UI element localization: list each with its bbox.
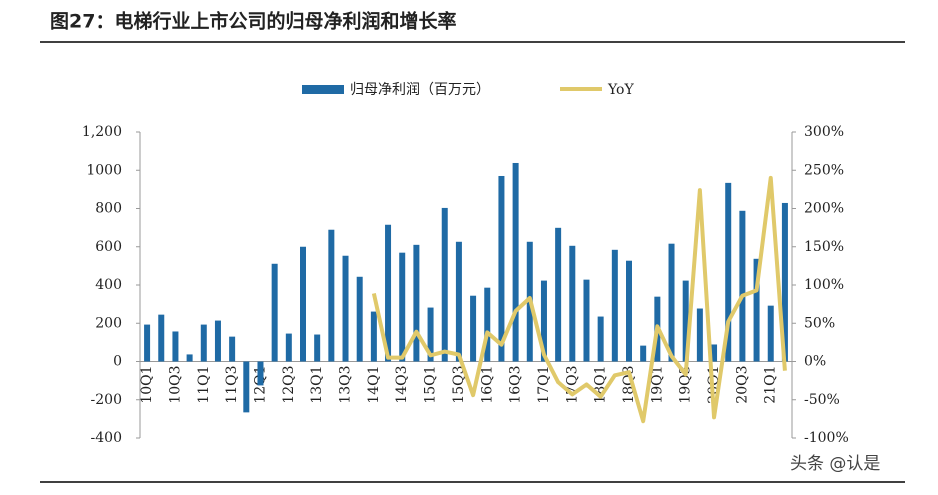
bar [285, 333, 292, 362]
bar [498, 175, 505, 362]
x-tick-label: 17Q3 [564, 366, 580, 404]
y-tick-label: 400 [95, 277, 122, 293]
bar [441, 207, 448, 362]
bar [271, 263, 278, 362]
x-tick-label: 13Q1 [309, 366, 325, 404]
bar [484, 287, 491, 362]
x-tick-label: 15Q1 [423, 366, 439, 404]
bar [753, 258, 760, 362]
y-tick-label: 200 [95, 315, 122, 331]
bar [413, 244, 420, 362]
bar [370, 311, 377, 362]
x-tick-label: 20Q3 [734, 366, 750, 404]
bar [158, 314, 165, 362]
y-tick-label: -200 [91, 392, 122, 408]
bar [314, 334, 321, 362]
bar [427, 307, 434, 362]
y2-tick-label: 50% [804, 315, 835, 331]
x-tick-label: 21Q1 [763, 366, 779, 404]
line [371, 175, 787, 424]
y2-tick-label: -50% [804, 392, 840, 408]
x-tick-label: 15Q3 [451, 366, 467, 404]
x-tick-label: 17Q1 [536, 366, 552, 404]
x-tick-label: 19Q3 [678, 366, 694, 404]
y2-tick-label: -100% [804, 430, 849, 446]
bar [186, 354, 193, 362]
x-tick-label: 10Q3 [167, 366, 183, 404]
bar [470, 295, 477, 362]
bar [455, 241, 462, 362]
x-tick-label: 13Q3 [338, 366, 354, 404]
bar [328, 229, 335, 362]
y-tick-label: -400 [91, 430, 122, 446]
x-tick-label: 14Q1 [366, 366, 382, 404]
bar [200, 324, 207, 362]
bar [781, 202, 788, 362]
x-tick-label: 14Q3 [394, 366, 410, 404]
bar [356, 276, 363, 362]
bar [682, 280, 689, 362]
bar [640, 345, 647, 362]
watermark: 头条 @认是 [790, 454, 880, 474]
y-tick-label: 1000 [86, 162, 122, 178]
bar [144, 324, 151, 362]
bar [739, 210, 746, 362]
bar [725, 182, 732, 362]
bar [243, 361, 250, 413]
y-tick-label: 600 [95, 239, 122, 255]
legend-label: YoY [607, 82, 634, 98]
bar [214, 320, 221, 362]
x-tick-label: 11Q1 [196, 366, 212, 404]
y2-tick-label: 200% [804, 201, 844, 217]
x-tick-label: 16Q3 [508, 366, 524, 404]
bar [257, 361, 264, 386]
bar [300, 246, 306, 362]
legend-swatch [302, 85, 344, 94]
bar [597, 316, 604, 362]
bar [385, 224, 392, 362]
bar [540, 280, 547, 362]
bar [583, 279, 590, 362]
x-tick-label: 10Q1 [139, 366, 155, 404]
y2-tick-label: 250% [804, 162, 844, 178]
bar [172, 331, 179, 362]
bar [229, 336, 236, 362]
bar [399, 252, 406, 362]
x-tick-label: 11Q3 [224, 366, 240, 404]
y2-tick-label: 0% [804, 354, 826, 370]
x-tick-label: 12Q3 [281, 366, 297, 404]
bar [767, 305, 774, 362]
x-tick-label: 16Q1 [479, 366, 495, 404]
bar [696, 308, 703, 362]
bar [342, 255, 349, 362]
bar [668, 243, 675, 362]
legend-label: 归母净利润（百万元） [350, 81, 490, 98]
bar [611, 249, 618, 362]
chart-title: 图27：电梯行业上市公司的归母净利润和增长率 [50, 10, 456, 33]
y-tick-label: 800 [95, 201, 122, 217]
y2-tick-label: 150% [804, 239, 844, 255]
bar [512, 162, 519, 362]
y-tick-label: 1,200 [82, 124, 122, 140]
bar [555, 227, 562, 362]
bar [711, 344, 718, 362]
bar [569, 245, 576, 362]
bar [626, 260, 632, 362]
y-tick-label: 0 [113, 354, 122, 370]
y2-tick-label: 100% [804, 277, 844, 293]
x-tick-label: 19Q1 [649, 366, 665, 404]
y2-tick-label: 300% [804, 124, 844, 140]
